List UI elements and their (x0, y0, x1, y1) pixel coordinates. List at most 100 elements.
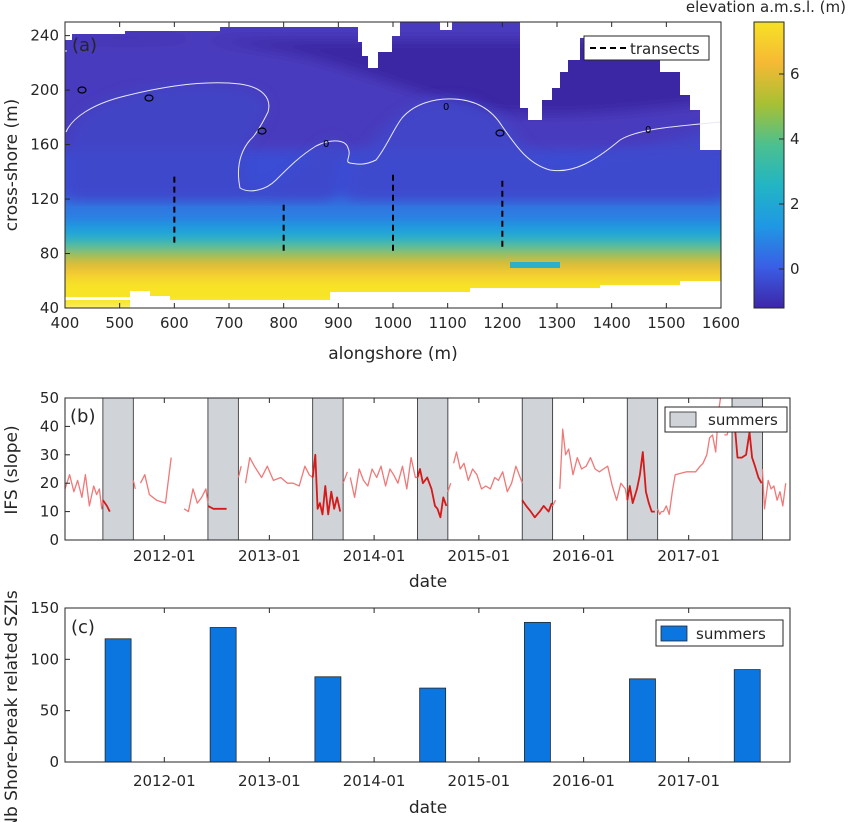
y-tick-label-c: 100 (30, 650, 59, 668)
ifs-line-segment (521, 499, 553, 519)
x-tick-label-a: 1400 (593, 314, 631, 332)
contour-marker (257, 127, 267, 135)
ifs-line-segment (132, 480, 136, 490)
bar-2015 (524, 621, 551, 763)
x-tick-label-c: 2015-01 (448, 772, 511, 790)
ifs-line-segment (416, 468, 448, 519)
y-axis-label-b: IFS (slope) (2, 425, 22, 514)
y-axis-a: 40 80 120 160 200 240 (30, 27, 70, 317)
ifs-line-segment (761, 468, 787, 510)
x-tick-label-a: 1300 (538, 314, 576, 332)
ifs-line-segment (237, 466, 242, 478)
panel-label-a: (a) (72, 35, 97, 56)
ifs-line-segment (559, 428, 628, 501)
y-tick-label-c: 0 (49, 753, 59, 771)
contour-labels: 0 0 0 (77, 86, 651, 150)
y-tick-label-b: 40 (40, 417, 59, 435)
ifs-line-segment (64, 474, 104, 510)
summer-band (207, 397, 239, 541)
x-tick-label-a: 500 (105, 314, 134, 332)
x-tick-label-a: 400 (51, 314, 80, 332)
summer-band (417, 397, 449, 541)
legend-b: summers (664, 406, 788, 433)
colorbar-title: elevation a.m.s.l. (m) (686, 0, 846, 16)
y-tick-label-b: 20 (40, 474, 59, 492)
x-tick-label-a: 700 (215, 314, 244, 332)
x-tick-label-c: 2014-01 (343, 772, 406, 790)
bar-2014 (419, 687, 447, 763)
contour-marker (495, 129, 505, 137)
panel-label-c: (c) (71, 617, 95, 638)
bar-2011 (104, 638, 132, 763)
x-tick-label-a: 1100 (429, 314, 467, 332)
x-tick-label-b: 2014-01 (343, 547, 406, 565)
ifs-line-segment (102, 499, 111, 513)
y-tick-label-a: 80 (40, 245, 59, 263)
x-axis-label-a: alongshore (m) (328, 344, 457, 364)
x-tick-label-a: 1200 (483, 314, 521, 332)
panel-label-b: (b) (70, 406, 95, 427)
panel-a: 0 0 0 400 500 600 700 800 900 1000 1100 1200 1300… (2, 0, 846, 364)
x-axis-a: 400 500 600 700 800 900 1000 1100 1200 1300 1400 15… (51, 22, 740, 332)
x-tick-label-a: 1500 (647, 314, 685, 332)
summer-band (626, 397, 659, 541)
zero-contour (65, 50, 722, 192)
x-tick-label-a: 1600 (702, 314, 740, 332)
x-tick-label-b: 2017-01 (657, 547, 720, 565)
ifs-line-segment (731, 417, 763, 484)
contour-marker (77, 86, 87, 94)
ifs-line-segment (447, 482, 452, 492)
legend-c: summers (655, 619, 784, 647)
colorbar-gradient (753, 21, 785, 309)
x-tick-label-b: 2016-01 (552, 547, 615, 565)
contour-label: 0 (323, 139, 329, 150)
summer-bands-b (102, 397, 763, 541)
x-tick-label-b: 2012-01 (133, 547, 196, 565)
legend-label-summers-c: summers (696, 625, 766, 643)
x-tick-label-a: 900 (324, 314, 353, 332)
ifs-line-segment (657, 397, 722, 516)
x-axis-b: 2012-01 2013-01 2014-01 2015-01 2016-01 2017-… (133, 398, 720, 565)
ifs-line-segment (311, 453, 342, 516)
x-tick-label-b: 2015-01 (448, 547, 511, 565)
colorbar: 0 2 4 6 elevation a.m.s.l. (m) (686, 0, 846, 309)
y-tick-label-b: 0 (49, 531, 59, 549)
y-tick-label-b: 30 (40, 446, 59, 464)
bar-2016 (629, 678, 656, 763)
summer-band (312, 397, 344, 541)
legend-swatch-summers-b (669, 411, 697, 428)
ifs-line-segment (349, 456, 418, 499)
x-tick-label-b: 2013-01 (238, 547, 301, 565)
contour-label: 0 (443, 102, 449, 113)
legend-label-summers-b: summers (708, 411, 778, 429)
contour-marker (144, 94, 154, 102)
bar-2013 (314, 676, 342, 763)
transects (173, 174, 504, 251)
ifs-line-segment (552, 499, 557, 507)
axes-frame-c (64, 607, 791, 763)
colorbar-tick-label: 6 (790, 65, 800, 83)
y-tick-label-a: 160 (30, 136, 59, 154)
x-axis-c: 2012-01 2013-01 2014-01 2015-01 2016-01 2017-… (133, 608, 720, 790)
y-tick-label-a: 120 (30, 190, 59, 208)
ifs-lines (64, 397, 787, 519)
y-axis-label-c: Nb Shore-break related SZIs (2, 590, 22, 822)
summer-band (521, 397, 554, 541)
x-axis-label-b: date (409, 572, 447, 592)
x-tick-label-c: 2017-01 (657, 772, 720, 790)
y-axis-label-a: cross-shore (m) (2, 99, 22, 232)
colorbar-ticks: 0 2 4 6 (779, 65, 800, 278)
axes-frame-b (64, 397, 791, 541)
x-tick-label-c: 2016-01 (552, 772, 615, 790)
y-tick-label-c: 50 (40, 702, 59, 720)
ifs-line-segment (452, 451, 523, 493)
colorbar-tick-label: 4 (790, 130, 800, 148)
colorbar-tick-label: 0 (790, 260, 800, 278)
ifs-line-segment (626, 451, 655, 513)
y-tick-label-a: 240 (30, 27, 59, 45)
summer-band (102, 397, 134, 541)
ifs-line-segment (342, 471, 349, 484)
ifs-line-segment (183, 488, 209, 513)
y-axis-c: 0 50 100 150 (30, 599, 70, 771)
x-tick-label-a: 800 (269, 314, 298, 332)
